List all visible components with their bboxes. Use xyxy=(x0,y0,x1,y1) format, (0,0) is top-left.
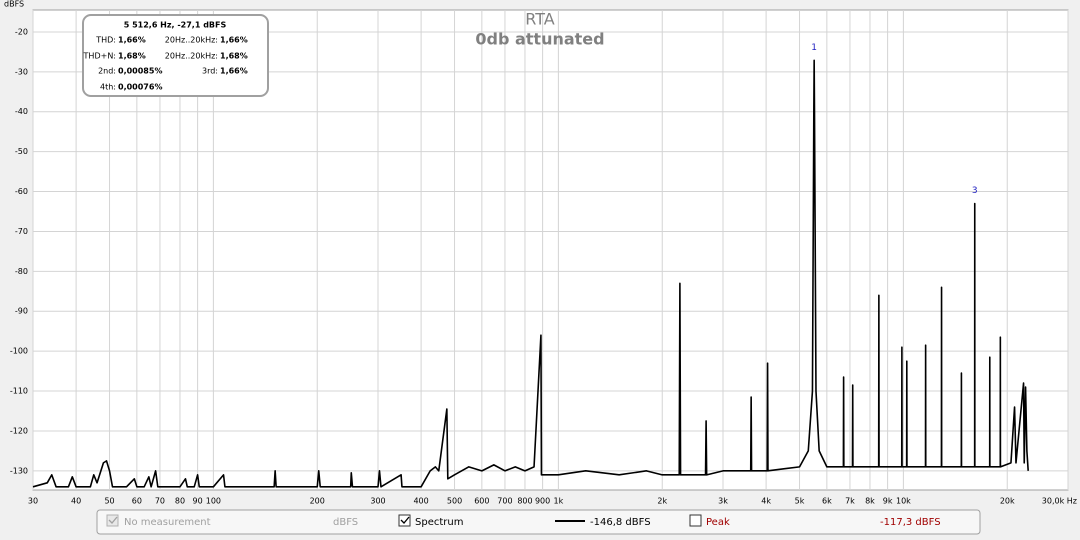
check-mark xyxy=(108,516,118,524)
x-tick-label: 700 xyxy=(497,497,512,506)
chart-title: RTA xyxy=(525,10,554,29)
info-label: THD: xyxy=(95,36,116,45)
checkbox[interactable] xyxy=(106,514,119,527)
y-axis-label: dBFS xyxy=(4,0,24,9)
y-tick-label: -30 xyxy=(15,67,28,76)
x-tick-label: 90 xyxy=(193,497,203,506)
y-tick-label: -80 xyxy=(15,267,28,276)
x-tick-label: 100 xyxy=(206,497,221,506)
check-mark xyxy=(400,516,410,524)
marks xyxy=(32,59,1029,488)
legend-frame xyxy=(96,509,981,535)
info-value: 1,66% xyxy=(220,36,248,45)
legend-series: Spectrum xyxy=(415,517,463,528)
info-value: 1,68% xyxy=(220,52,248,61)
info-value: 0,00085% xyxy=(118,67,162,76)
x-tick-label: 800 xyxy=(517,497,532,506)
y-tick-label: -40 xyxy=(15,107,28,116)
y-tick-label: -70 xyxy=(15,227,28,236)
x-tick-label: 200 xyxy=(310,497,325,506)
x-tick-label: 7k xyxy=(845,497,855,506)
x-tick-label: 70 xyxy=(155,497,165,506)
info-header: 5 512,6 Hz, -27,1 dBFS xyxy=(124,21,227,30)
x-tick-label: 60 xyxy=(132,497,142,506)
x-tick-label: 10k xyxy=(896,497,911,506)
x-tick-label: 20k xyxy=(1000,497,1015,506)
info-value: 1,68% xyxy=(118,52,146,61)
x-tick-label: 2k xyxy=(657,497,667,506)
checkbox[interactable] xyxy=(398,514,411,527)
x-tick-label: 8k xyxy=(865,497,875,506)
y-tick-label: -120 xyxy=(10,426,28,435)
y-tick-label: -110 xyxy=(10,387,28,396)
legend-value: -146,8 dBFS xyxy=(590,517,651,528)
x-tick-label: 40 xyxy=(71,497,81,506)
info-label: 2nd: xyxy=(98,67,116,76)
info-label: 4th: xyxy=(100,83,116,92)
x-tick-label: 30 xyxy=(28,497,38,506)
x-tick-label: 50 xyxy=(104,497,114,506)
info-value: 1,66% xyxy=(118,36,146,45)
legend-peak: Peak xyxy=(706,517,730,528)
info-label: 3rd: xyxy=(202,67,218,76)
x-tick-label: 30,0k Hz xyxy=(1042,497,1077,506)
grid xyxy=(32,10,1069,490)
x-tick-label: 600 xyxy=(474,497,489,506)
y-tick-label: -100 xyxy=(10,347,28,356)
y-tick-label: -60 xyxy=(15,187,28,196)
legend-unit: dBFS xyxy=(333,517,358,528)
checkbox[interactable] xyxy=(689,514,702,527)
info-label: 20Hz..20kHz: xyxy=(165,52,218,61)
x-tick-label: 500 xyxy=(447,497,462,506)
info-box-frame xyxy=(82,14,269,97)
info-label: THD+N: xyxy=(83,52,116,61)
chart-subtitle: 0db attunated xyxy=(475,30,604,49)
x-tick-label: 900 xyxy=(535,497,550,506)
y-tick-label: -20 xyxy=(15,27,28,36)
y-tick-label: -50 xyxy=(15,147,28,156)
info-label: 20Hz..20kHz: xyxy=(165,36,218,45)
x-tick-label: 3k xyxy=(718,497,728,506)
legend-peak-value: -117,3 dBFS xyxy=(880,517,941,528)
x-tick-label: 300 xyxy=(370,497,385,506)
peak-marker: 3 xyxy=(972,186,978,196)
y-tick-label: -130 xyxy=(10,466,28,475)
x-tick-label: 1k xyxy=(554,497,564,506)
spectrum-line xyxy=(32,59,1029,488)
legend-text: No measurement xyxy=(124,517,211,528)
info-box: 5 512,6 Hz, -27,1 dBFS THD: 1,66% 20Hz..… xyxy=(82,14,269,97)
peak-marker: 1 xyxy=(811,43,817,53)
x-tick-label: 9k xyxy=(883,497,893,506)
info-value: 0,00076% xyxy=(118,83,162,92)
x-tick-label: 80 xyxy=(175,497,185,506)
x-tick-label: 4k xyxy=(761,497,771,506)
x-tick-label: 400 xyxy=(413,497,428,506)
info-value: 1,66% xyxy=(220,67,248,76)
legend-bar: No measurement dBFS Spectrum -146,8 dBFS… xyxy=(96,509,981,535)
x-tick-label: 6k xyxy=(822,497,832,506)
y-tick-label: -90 xyxy=(15,307,28,316)
x-tick-label: 5k xyxy=(795,497,805,506)
